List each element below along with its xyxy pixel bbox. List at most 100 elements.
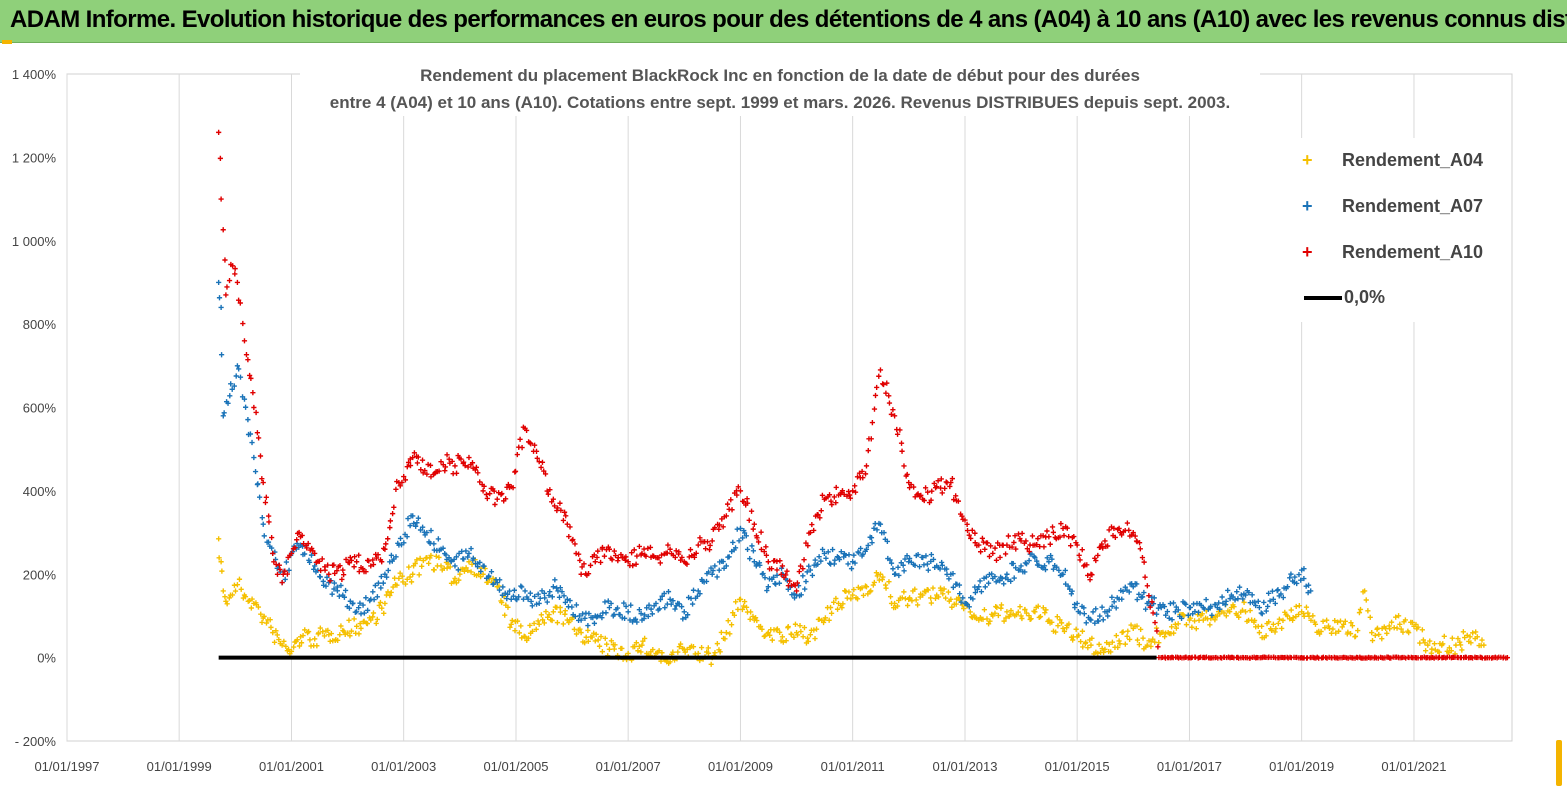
data-point <box>762 575 768 581</box>
data-point <box>360 566 366 572</box>
data-point <box>604 641 610 647</box>
data-point <box>1053 629 1059 635</box>
data-point <box>505 481 511 488</box>
data-point <box>581 561 587 567</box>
data-point <box>332 570 338 576</box>
data-point <box>1004 609 1010 615</box>
data-point <box>956 582 963 588</box>
data-point <box>972 540 978 546</box>
data-point <box>874 573 880 579</box>
data-point <box>218 196 224 202</box>
data-point <box>1138 626 1144 633</box>
data-point <box>512 468 519 474</box>
data-point <box>444 565 450 571</box>
data-point <box>263 620 270 626</box>
data-point <box>921 562 927 568</box>
data-point <box>296 643 303 649</box>
data-point <box>535 591 541 597</box>
data-point <box>356 568 362 575</box>
data-point <box>514 451 520 458</box>
data-point <box>826 617 832 623</box>
data-point <box>951 497 957 503</box>
data-point <box>541 590 547 596</box>
data-point <box>1117 641 1123 647</box>
data-point <box>508 621 514 627</box>
data-point <box>233 373 239 379</box>
data-point <box>302 627 308 633</box>
data-point <box>1425 642 1431 648</box>
data-point <box>1193 626 1199 632</box>
data-point <box>529 603 535 609</box>
data-point <box>1042 567 1049 573</box>
data-point <box>798 629 804 635</box>
data-point <box>497 577 503 583</box>
data-point <box>796 568 802 575</box>
data-point <box>266 513 272 519</box>
data-point <box>653 600 659 607</box>
legend-item-zero: 0,0% <box>1282 285 1502 309</box>
data-point <box>463 565 469 571</box>
data-point <box>247 431 254 437</box>
data-point <box>508 596 514 602</box>
data-point <box>407 463 414 469</box>
data-point <box>1312 621 1319 627</box>
data-point <box>1154 628 1160 634</box>
data-point <box>527 622 533 629</box>
data-point <box>679 554 685 561</box>
data-point <box>338 623 344 629</box>
data-point <box>1001 618 1007 624</box>
data-point <box>1042 610 1048 616</box>
data-point <box>1263 608 1269 614</box>
data-point <box>623 603 629 610</box>
data-point <box>1035 536 1041 542</box>
data-point <box>563 513 569 519</box>
data-point <box>793 588 800 594</box>
data-point <box>1273 625 1279 632</box>
data-point <box>477 559 483 566</box>
data-point <box>940 591 946 597</box>
data-point <box>1347 631 1354 637</box>
data-point <box>1141 589 1147 596</box>
data-point <box>902 556 908 562</box>
data-point <box>542 471 549 477</box>
data-point <box>397 535 404 542</box>
data-point <box>1413 621 1419 628</box>
data-point <box>978 589 985 595</box>
data-point <box>748 609 754 615</box>
data-point <box>1441 633 1447 639</box>
data-point <box>236 297 242 303</box>
data-point <box>773 581 779 587</box>
data-point <box>356 605 362 611</box>
data-point <box>549 594 555 600</box>
data-point <box>611 548 617 554</box>
data-point <box>871 406 878 412</box>
data-point <box>379 605 385 611</box>
data-point <box>676 601 682 607</box>
data-point <box>567 524 573 530</box>
data-point <box>470 555 476 561</box>
data-point <box>809 572 816 579</box>
data-point <box>1061 533 1067 539</box>
data-point <box>1332 617 1338 624</box>
data-point <box>1256 605 1262 611</box>
data-point <box>242 594 249 600</box>
data-point <box>1027 616 1033 623</box>
data-point <box>737 596 744 602</box>
data-point <box>986 553 993 560</box>
data-point <box>1349 623 1356 629</box>
data-point <box>453 580 460 586</box>
data-point <box>899 448 905 454</box>
data-point <box>1106 641 1112 647</box>
data-point <box>1019 615 1025 622</box>
data-point <box>995 612 1001 619</box>
data-point <box>1388 619 1395 625</box>
data-point <box>263 494 269 500</box>
data-point <box>550 584 556 590</box>
data-point <box>774 626 780 632</box>
data-point <box>1320 618 1326 624</box>
data-point <box>312 550 318 557</box>
data-point <box>874 384 880 391</box>
data-point <box>384 574 390 580</box>
data-point <box>747 556 753 562</box>
x-tick-label: 01/01/2021 <box>1381 759 1446 774</box>
